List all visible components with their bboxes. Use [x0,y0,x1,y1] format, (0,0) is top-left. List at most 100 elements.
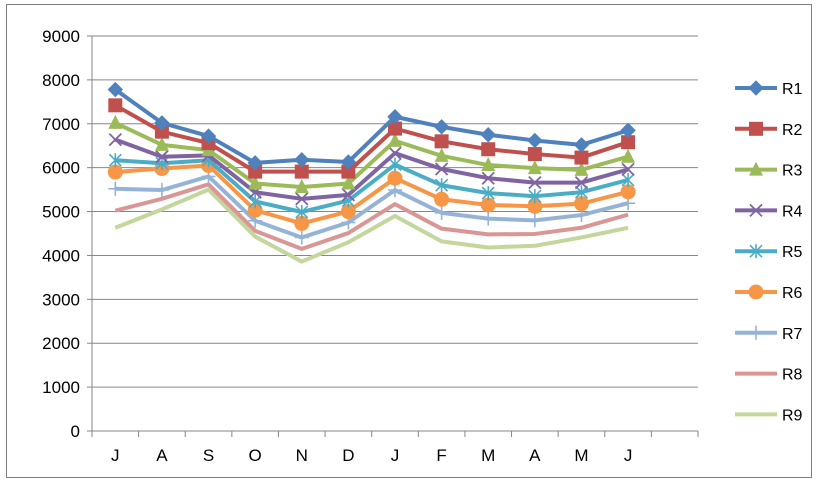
series-r3 [108,114,636,193]
data-point [574,161,589,176]
data-point [108,181,123,196]
data-point [340,154,357,170]
x-tick-label: A [156,446,168,465]
legend-item-r1: R1 [735,80,803,98]
data-point [434,191,450,207]
legend: R1 R2 R3 R4 R5 R6 R7 R8 R9 [735,80,803,424]
x-tick-label: M [481,446,495,465]
data-point [154,115,170,131]
data-point [620,122,636,139]
data-point [573,196,589,212]
legend-label: R5 [782,244,803,261]
data-point [247,202,263,218]
data-point [480,197,496,213]
series-r2 [108,98,636,179]
legend-item-r5: R5 [735,244,803,261]
data-point [154,183,169,198]
legend-label: R9 [782,407,803,424]
series-line [114,137,629,201]
data-point [481,142,496,157]
x-tick-label: J [391,446,400,465]
data-point [527,132,543,149]
data-point [749,244,763,259]
x-tick-label: A [529,446,541,465]
x-tick-label: F [436,446,446,465]
legend-label: R6 [782,285,803,302]
legend-label: R4 [782,203,803,220]
data-point [527,213,542,228]
x-tick-label: J [624,446,633,465]
data-point [155,150,169,164]
y-tick-label: 6000 [42,159,80,178]
y-tick-label: 5000 [42,203,80,222]
data-point [481,171,495,185]
data-point [528,175,542,190]
x-tick-label: N [296,446,308,465]
y-tick-label: 9000 [42,27,80,46]
data-point [248,164,263,179]
data-point [108,114,123,129]
series-line [115,158,629,214]
legend-label: R3 [782,163,803,180]
axes: 0 1000 2000 3000 4000 5000 6000 7000 8000 9000 J A S… [42,27,699,465]
series-line [114,103,629,174]
legend-label: R2 [782,122,803,139]
legend-label: R7 [782,326,803,343]
data-point [108,132,122,147]
data-point [294,164,309,179]
data-point [749,325,763,340]
series-r4 [108,132,635,206]
data-point [574,175,589,190]
data-point [481,211,496,226]
data-point [294,152,310,168]
x-tick-label: S [203,446,214,465]
legend-item-r8: R8 [735,367,803,384]
data-point [574,150,589,165]
x-tick-label: J [111,446,120,465]
data-point [341,188,356,202]
x-tick-label: O [249,446,262,465]
data-point [388,132,402,147]
data-point [108,98,123,113]
data-point [749,121,763,136]
data-point [388,146,402,160]
data-point [247,155,263,171]
legend-item-r2: R2 [735,121,803,139]
y-tick-label: 2000 [42,334,80,353]
y-tick-label: 4000 [42,246,80,265]
data-point [295,204,309,219]
data-point [433,119,450,135]
data-point [435,178,449,193]
data-point [388,157,402,172]
y-tick-label: 7000 [42,115,80,134]
series-r8 [114,182,629,251]
data-point [527,147,542,162]
data-point [749,161,763,176]
data-point [154,124,169,139]
data-point [573,137,590,153]
data-point [387,109,403,125]
data-point [481,157,496,172]
data-point [341,175,356,190]
data-point [481,186,495,201]
data-point [434,134,449,149]
series-line [114,121,629,189]
series-line [114,182,629,251]
data-point [294,178,309,193]
data-point [528,189,542,204]
legend-item-r7: R7 [735,325,803,343]
data-point [154,136,169,151]
x-tick-label: D [342,446,354,465]
data-point [574,185,589,200]
data-point [340,204,356,220]
data-point [248,175,263,190]
data-point [434,147,449,162]
data-point [621,162,635,177]
series-lines [107,81,636,264]
y-tick-label: 0 [71,422,80,441]
y-tick-label: 3000 [42,290,80,309]
data-point [388,121,402,136]
data-point [341,164,356,179]
